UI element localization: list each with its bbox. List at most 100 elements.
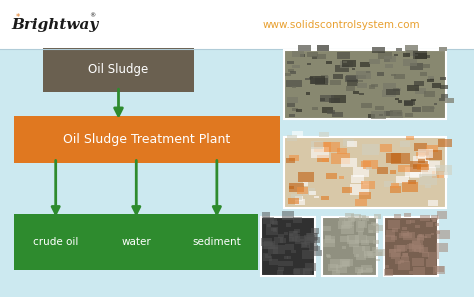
FancyBboxPatch shape	[389, 249, 395, 253]
FancyBboxPatch shape	[403, 253, 408, 256]
FancyBboxPatch shape	[434, 103, 438, 105]
FancyBboxPatch shape	[404, 101, 413, 106]
FancyBboxPatch shape	[303, 268, 312, 275]
FancyBboxPatch shape	[353, 246, 365, 255]
FancyBboxPatch shape	[419, 149, 428, 155]
FancyBboxPatch shape	[347, 80, 358, 86]
FancyBboxPatch shape	[322, 158, 329, 162]
FancyBboxPatch shape	[383, 56, 396, 61]
FancyBboxPatch shape	[310, 147, 329, 158]
FancyBboxPatch shape	[376, 259, 380, 261]
FancyBboxPatch shape	[270, 243, 279, 249]
FancyBboxPatch shape	[311, 141, 323, 149]
FancyBboxPatch shape	[261, 238, 272, 246]
FancyBboxPatch shape	[305, 263, 316, 271]
FancyBboxPatch shape	[289, 237, 294, 241]
FancyBboxPatch shape	[363, 181, 369, 185]
FancyBboxPatch shape	[402, 233, 412, 240]
FancyBboxPatch shape	[342, 60, 356, 67]
FancyBboxPatch shape	[289, 186, 294, 189]
FancyBboxPatch shape	[362, 246, 370, 251]
FancyBboxPatch shape	[347, 141, 357, 147]
FancyBboxPatch shape	[433, 219, 437, 222]
FancyBboxPatch shape	[435, 165, 452, 175]
FancyBboxPatch shape	[295, 196, 303, 201]
FancyBboxPatch shape	[302, 182, 308, 186]
FancyBboxPatch shape	[357, 83, 367, 88]
FancyBboxPatch shape	[288, 198, 299, 204]
FancyBboxPatch shape	[401, 256, 409, 262]
FancyBboxPatch shape	[278, 234, 284, 238]
FancyBboxPatch shape	[359, 192, 371, 199]
FancyBboxPatch shape	[285, 261, 293, 266]
FancyBboxPatch shape	[365, 252, 374, 258]
FancyBboxPatch shape	[382, 90, 396, 97]
FancyBboxPatch shape	[430, 78, 434, 80]
FancyBboxPatch shape	[338, 176, 344, 179]
FancyBboxPatch shape	[332, 111, 343, 117]
FancyBboxPatch shape	[290, 183, 304, 192]
FancyBboxPatch shape	[396, 48, 401, 51]
FancyBboxPatch shape	[414, 245, 424, 252]
FancyBboxPatch shape	[328, 264, 338, 271]
FancyBboxPatch shape	[95, 214, 178, 270]
FancyBboxPatch shape	[337, 148, 347, 154]
FancyBboxPatch shape	[356, 221, 365, 227]
FancyBboxPatch shape	[412, 238, 420, 244]
FancyBboxPatch shape	[308, 52, 318, 57]
FancyBboxPatch shape	[359, 215, 366, 220]
FancyBboxPatch shape	[292, 231, 297, 234]
FancyBboxPatch shape	[346, 75, 358, 81]
FancyBboxPatch shape	[436, 244, 448, 252]
FancyBboxPatch shape	[410, 161, 428, 172]
FancyBboxPatch shape	[393, 214, 401, 219]
FancyBboxPatch shape	[264, 253, 268, 256]
FancyBboxPatch shape	[372, 47, 385, 53]
FancyBboxPatch shape	[409, 179, 417, 184]
FancyBboxPatch shape	[306, 92, 310, 94]
FancyBboxPatch shape	[384, 181, 393, 187]
FancyBboxPatch shape	[287, 256, 291, 259]
FancyBboxPatch shape	[287, 135, 297, 141]
FancyBboxPatch shape	[376, 225, 383, 231]
FancyBboxPatch shape	[402, 182, 419, 192]
FancyBboxPatch shape	[292, 194, 302, 200]
FancyBboxPatch shape	[385, 265, 390, 268]
FancyBboxPatch shape	[269, 259, 278, 265]
FancyBboxPatch shape	[340, 61, 353, 67]
FancyBboxPatch shape	[366, 167, 372, 170]
FancyBboxPatch shape	[358, 80, 363, 83]
FancyBboxPatch shape	[404, 213, 411, 217]
FancyBboxPatch shape	[422, 106, 434, 112]
FancyBboxPatch shape	[361, 265, 372, 273]
FancyBboxPatch shape	[396, 176, 409, 183]
FancyBboxPatch shape	[282, 211, 294, 220]
FancyBboxPatch shape	[289, 154, 299, 161]
FancyBboxPatch shape	[374, 250, 383, 256]
FancyBboxPatch shape	[358, 222, 367, 228]
FancyBboxPatch shape	[43, 48, 194, 92]
FancyBboxPatch shape	[322, 107, 333, 113]
FancyBboxPatch shape	[264, 255, 272, 261]
FancyBboxPatch shape	[321, 75, 328, 78]
FancyBboxPatch shape	[286, 158, 295, 163]
FancyBboxPatch shape	[14, 116, 280, 163]
FancyBboxPatch shape	[414, 143, 427, 151]
FancyBboxPatch shape	[426, 259, 437, 267]
FancyBboxPatch shape	[357, 272, 361, 275]
FancyBboxPatch shape	[426, 145, 438, 152]
FancyBboxPatch shape	[348, 78, 357, 82]
FancyBboxPatch shape	[419, 153, 425, 157]
FancyBboxPatch shape	[355, 235, 367, 244]
FancyBboxPatch shape	[427, 79, 434, 82]
FancyBboxPatch shape	[401, 231, 409, 236]
FancyBboxPatch shape	[264, 241, 275, 249]
FancyBboxPatch shape	[392, 74, 396, 76]
FancyBboxPatch shape	[284, 137, 446, 208]
FancyBboxPatch shape	[427, 161, 440, 168]
FancyBboxPatch shape	[418, 159, 425, 163]
FancyBboxPatch shape	[285, 223, 292, 227]
FancyBboxPatch shape	[352, 68, 356, 69]
FancyBboxPatch shape	[412, 249, 416, 252]
FancyBboxPatch shape	[301, 243, 307, 247]
